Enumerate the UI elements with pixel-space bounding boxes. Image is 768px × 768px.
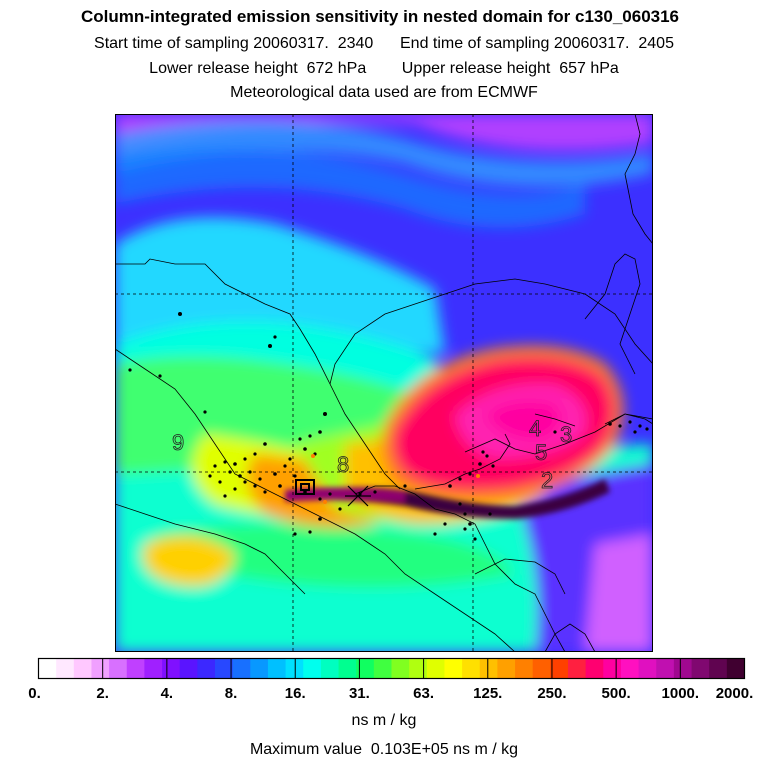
max-value-label: Maximum value 0.103E+05 ns m / kg xyxy=(249,741,519,758)
legend-tick-label: 2. xyxy=(96,685,109,702)
met-data-label: Meteorological data used are from ECMWF xyxy=(230,84,538,101)
orange-markers xyxy=(311,454,480,504)
legend-swatch xyxy=(38,658,57,679)
legend-swatch xyxy=(444,658,463,679)
legend-swatch xyxy=(215,658,234,679)
legend-swatch xyxy=(338,658,357,679)
legend-swatches xyxy=(38,658,745,679)
legend-swatch xyxy=(603,658,622,679)
sensitivity-map: 9 8 4 5 3 2 xyxy=(115,114,653,652)
legend-ticks xyxy=(102,658,681,679)
day-marker: 4 xyxy=(529,416,541,441)
day-marker: 5 xyxy=(535,440,547,465)
release-x-marker xyxy=(345,485,371,507)
day-marker: 9 xyxy=(172,430,184,455)
legend-tick-label: 63. xyxy=(413,685,434,702)
sensitivity-field xyxy=(115,114,653,652)
legend-swatch xyxy=(285,658,304,679)
legend-swatch xyxy=(497,658,516,679)
legend-tick-label: 31. xyxy=(349,685,370,702)
legend-swatch xyxy=(144,658,163,679)
legend-swatch xyxy=(162,658,181,679)
color-legend: 0. 2. 4. 8. 16. 31. 63. 125. 250. 500. 1000. 2000. xyxy=(28,657,753,702)
legend-swatch xyxy=(73,658,92,679)
map-frame xyxy=(115,114,653,652)
legend-swatch xyxy=(515,658,534,679)
legend-swatch xyxy=(426,658,445,679)
legend-swatch xyxy=(709,658,728,679)
legend-swatch xyxy=(356,658,375,679)
release-height-row: Lower release height 672 hPa Upper relea… xyxy=(0,61,768,77)
legend-tick-label: 125. xyxy=(473,685,502,702)
legend-swatch xyxy=(391,658,410,679)
release-box-markers xyxy=(295,479,315,495)
legend-tick-label: 1000. xyxy=(662,685,700,702)
legend-swatch xyxy=(56,658,75,679)
legend-swatch xyxy=(250,658,269,679)
sampling-time-row: Start time of sampling 20060317. 2340 En… xyxy=(0,36,768,52)
legend-swatch xyxy=(585,658,604,679)
legend-swatch xyxy=(656,658,675,679)
legend-swatch xyxy=(232,658,251,679)
legend-swatch xyxy=(303,658,322,679)
legend-frame xyxy=(37,657,746,680)
legend-swatch xyxy=(267,658,286,679)
legend-swatch xyxy=(462,658,481,679)
legend-tick-label: 4. xyxy=(161,685,174,702)
upper-height-label: Upper release height 657 hPa xyxy=(401,60,619,77)
legend-swatch xyxy=(479,658,498,679)
legend-tick-label: 16. xyxy=(285,685,306,702)
legend-swatch xyxy=(568,658,587,679)
legend-swatch xyxy=(126,658,145,679)
legend-swatch xyxy=(726,658,745,679)
units-label: ns m / kg xyxy=(351,712,417,729)
day-marker: 3 xyxy=(560,422,572,447)
start-time-label: Start time of sampling 20060317. 2340 xyxy=(94,35,374,52)
legend-swatch xyxy=(197,658,216,679)
legend-swatch xyxy=(550,658,569,679)
legend-swatch xyxy=(532,658,551,679)
legend-swatch xyxy=(409,658,428,679)
legend-swatch xyxy=(373,658,392,679)
legend-swatch xyxy=(91,658,110,679)
legend-swatch xyxy=(320,658,339,679)
legend-tick-label: 500. xyxy=(602,685,631,702)
day-markers: 9 8 4 5 3 2 xyxy=(172,416,573,494)
legend-swatch xyxy=(179,658,198,679)
end-time-label: End time of sampling 20060317. 2405 xyxy=(400,35,674,52)
legend-swatch xyxy=(691,658,710,679)
legend-labels: 0. 2. 4. 8. 16. 31. 63. 125. 250. 500. 1000. 2000. xyxy=(28,685,753,702)
day-marker: 8 xyxy=(337,452,349,477)
legend-swatch xyxy=(620,658,639,679)
legend-swatch xyxy=(673,658,692,679)
day-marker: 2 xyxy=(541,468,553,493)
lower-height-label: Lower release height 672 hPa xyxy=(149,60,367,77)
legend-tick-label: 2000. xyxy=(716,685,754,702)
legend-swatch xyxy=(109,658,128,679)
legend-tick-label: 8. xyxy=(225,685,238,702)
legend-tick-label: 0. xyxy=(28,685,41,702)
legend-tick-label: 250. xyxy=(537,685,566,702)
release-points xyxy=(128,312,649,541)
legend-swatch xyxy=(638,658,657,679)
coastlines xyxy=(115,114,653,652)
figure-title: Column-integrated emission sensitivity i… xyxy=(80,7,680,26)
